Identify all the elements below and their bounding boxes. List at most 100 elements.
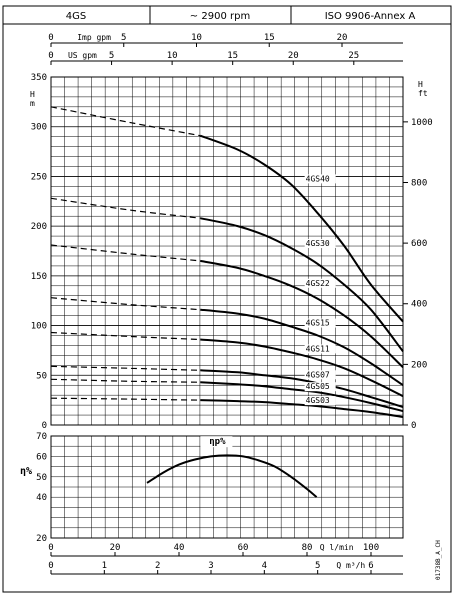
lmin-axis-label: Q l/min [320,543,354,552]
curve-label-bg-4gs30 [304,239,336,249]
us-gpm-tick-label: 20 [288,51,299,61]
drawing-code: 01738B_A_CH [435,540,442,580]
curve-4gs15 [200,308,404,387]
curve-label-bg-4gs03 [304,396,336,406]
sheet-frame [2,23,452,593]
m3h-tick-label: 6 [368,561,373,571]
curve-label-4gs03: 4GS03 [306,396,330,405]
head-ft-tick-label: 800 [411,178,427,188]
head-ft-tick-label: 0 [411,421,416,431]
lmin-tick-label: 60 [238,543,249,553]
curve-4gs15-dashed [50,297,201,311]
curve-label-bg-4gs40 [304,174,336,184]
head-m-tick-label: 150 [31,272,47,282]
lmin-tick-label: 40 [174,543,185,553]
head-m-axis-label-unit: m [30,99,35,108]
curve-4gs05 [200,381,404,413]
m3h-tick-label: 0 [48,561,53,571]
curve-4gs11 [200,338,404,398]
imp-gpm-axis-label: Imp gpm [77,33,111,42]
axes [50,42,408,575]
head-m-tick-label: 0 [42,421,47,431]
curve-label-4gs11: 4GS11 [306,344,330,353]
head-ft-tick-label: 200 [411,360,427,370]
curve-4gs22 [200,259,404,369]
curve-label-bg-4gs07 [304,370,336,380]
lmin-tick-label: 0 [48,543,53,553]
eff-curve-label: ηp% [209,437,226,447]
curve-label-bg-4gs15 [304,318,336,328]
header-model: 4GS [66,11,86,22]
head-m-axis-label-h: H [30,90,35,99]
curves [50,106,404,498]
curve-4gs30-dashed [50,197,201,219]
header: 4GS ~ 2900 rpm ISO 9906-Annex A [2,5,452,25]
m3h-tick-label: 2 [155,561,160,571]
curve-4gs40-dashed [50,106,201,137]
imp-gpm-tick-label: 5 [121,33,126,43]
curve-label-4gs05: 4GS05 [306,382,330,391]
imp-gpm-tick-label: 20 [337,33,348,43]
head-ft-tick-label: 400 [411,300,427,310]
imp-gpm-tick-label: 0 [48,33,53,43]
head-m-tick-label: 350 [31,73,47,83]
head-ft-axis-label-h: H [418,80,423,89]
us-gpm-tick-label: 25 [348,51,359,61]
eff-tick-label: 60 [36,452,47,462]
eff-plot-frame [50,435,404,539]
head-m-tick-label: 100 [31,322,47,332]
m3h-tick-label: 3 [208,561,213,571]
curve-label-4gs30: 4GS30 [306,239,330,248]
head-ft-axis-label-unit: ft [418,89,428,98]
curve-4gs11-dashed [50,331,201,341]
curve-4gs07-dashed [50,365,201,371]
eff-tick-label: 20 [36,534,47,544]
curve-label-bg-4gs22 [304,278,336,288]
eff-curve-label-bg [200,436,233,448]
curve-4gs30 [200,217,404,353]
curve-4gs40 [199,134,404,323]
lmin-tick-label: 100 [363,543,379,553]
head-m-tick-label: 50 [36,371,47,381]
curve-label-bg-4gs05 [304,382,336,392]
curve-4gs07 [200,369,404,409]
curve-label-4gs07: 4GS07 [306,370,330,379]
head-m-tick-label: 200 [31,222,47,232]
m3h-tick-label: 1 [102,561,107,571]
curve-efficiency [146,454,318,498]
curve-4gs03 [200,399,404,418]
curve-4gs22-dashed [50,244,201,262]
head-ft-tick-label: 1000 [411,118,433,128]
us-gpm-tick-label: 15 [227,51,238,61]
eff-tick-label: 50 [36,473,47,483]
lmin-tick-label: 80 [302,543,313,553]
header-standard: ISO 9906-Annex A [325,11,416,22]
eff-axis-label: η% [20,466,32,477]
curve-4gs03-dashed [50,397,201,401]
us-gpm-axis-label: US gpm [68,51,97,60]
imp-gpm-tick-label: 15 [264,33,275,43]
m3h-tick-label: 5 [315,561,320,571]
head-plot-frame [50,76,404,426]
curve-label-4gs15: 4GS15 [306,319,330,328]
head-m-tick-label: 300 [31,123,47,133]
header-speed: ~ 2900 rpm [190,11,250,22]
head-m-tick-label: 250 [31,172,47,182]
head-ft-tick-label: 600 [411,239,427,249]
us-gpm-tick-label: 5 [109,51,114,61]
imp-gpm-tick-label: 10 [191,33,202,43]
curve-label-4gs22: 4GS22 [306,279,330,288]
m3h-axis-label: Q m³/h [336,561,365,570]
curve-label-4gs40: 4GS40 [306,174,330,183]
lmin-tick-label: 20 [110,543,121,553]
m3h-tick-label: 4 [262,561,267,571]
us-gpm-tick-label: 0 [48,51,53,61]
curve-4gs05-dashed [50,378,201,383]
curve-label-bg-4gs11 [304,344,336,354]
eff-tick-label: 70 [36,432,47,442]
us-gpm-tick-label: 10 [167,51,178,61]
eff-tick-label: 40 [36,493,47,503]
